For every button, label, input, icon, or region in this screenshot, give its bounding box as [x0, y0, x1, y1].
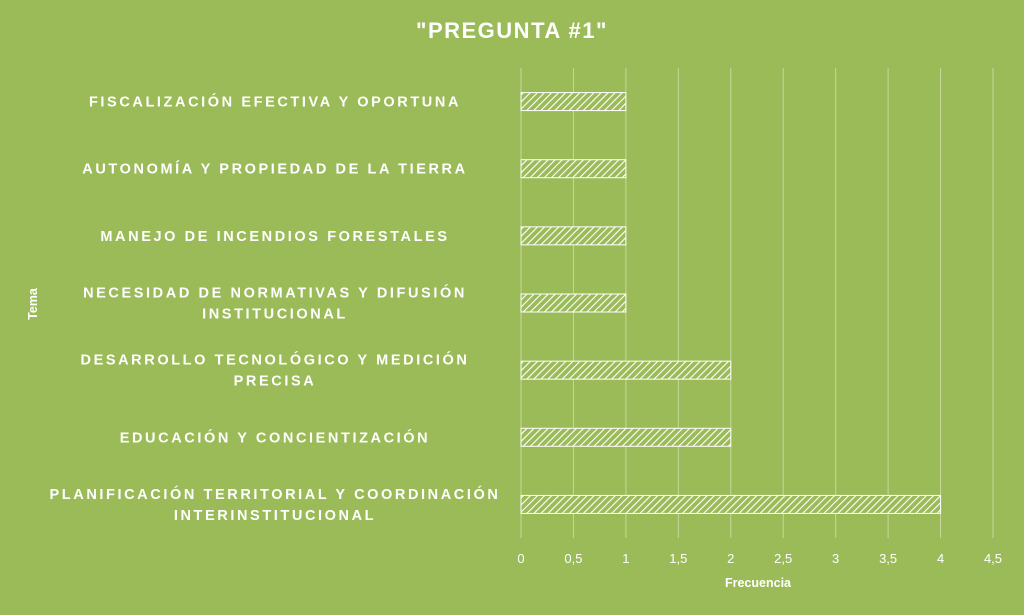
- y-axis-title: Tema: [26, 287, 40, 320]
- x-tick-label: 4,5: [984, 551, 1002, 566]
- x-tick-label: 0,5: [564, 551, 582, 566]
- category-label-line: INTERINSTITUCIONAL: [174, 508, 376, 524]
- x-tick-label: 2,5: [774, 551, 792, 566]
- bar: [520, 293, 627, 313]
- category-labels: FISCALIZACIÓN EFECTIVA Y OPORTUNA AUTONOM…: [50, 93, 501, 524]
- chart-title: "PREGUNTA #1": [416, 18, 608, 43]
- x-tick-label: 0: [517, 551, 524, 566]
- category-label-line: MANEJO DE INCENDIOS FORESTALES: [100, 229, 449, 245]
- category-label-line: PRECISA: [234, 374, 317, 390]
- gridlines: [520, 68, 994, 538]
- category-label-line: DESARROLLO TECNOLÓGICO Y MEDICIÓN: [81, 351, 470, 369]
- x-tick-label: 3,5: [879, 551, 897, 566]
- category-label-line: PLANIFICACIÓN TERRITORIAL Y COORDINACIÓN: [50, 485, 501, 503]
- category-label-line: NECESIDAD DE NORMATIVAS Y DIFUSIÓN: [83, 284, 467, 302]
- category-label-line: FISCALIZACIÓN EFECTIVA Y OPORTUNA: [89, 93, 461, 111]
- category-label-line: AUTONOMÍA Y PROPIEDAD DE LA TIERRA: [82, 161, 467, 178]
- x-axis-title: Frecuencia: [725, 576, 792, 590]
- bar: [520, 92, 627, 112]
- x-tick-label: 4: [937, 551, 944, 566]
- category-label: NECESIDAD DE NORMATIVAS Y DIFUSIÓN INSTIT…: [83, 284, 467, 323]
- bar: [520, 427, 732, 447]
- bar: [520, 360, 732, 380]
- x-tick-label: 1,5: [669, 551, 687, 566]
- x-tick-label: 2: [727, 551, 734, 566]
- category-label: PLANIFICACIÓN TERRITORIAL Y COORDINACIÓN…: [50, 485, 501, 524]
- category-label: FISCALIZACIÓN EFECTIVA Y OPORTUNA: [89, 93, 461, 111]
- x-tick-labels: 0 0,5 1 1,5 2 2,5 3 3,5 4 4,5: [517, 551, 1002, 566]
- bar: [520, 159, 627, 179]
- bar: [520, 226, 627, 246]
- category-label: EDUCACIÓN Y CONCIENTIZACIÓN: [120, 428, 431, 446]
- category-label: DESARROLLO TECNOLÓGICO Y MEDICIÓN PRECISA: [81, 351, 470, 390]
- x-tick-label: 1: [622, 551, 629, 566]
- category-label-line: INSTITUCIONAL: [202, 307, 348, 323]
- bar: [520, 494, 942, 514]
- category-label: AUTONOMÍA Y PROPIEDAD DE LA TIERRA: [82, 161, 467, 178]
- category-label-line: EDUCACIÓN Y CONCIENTIZACIÓN: [120, 428, 431, 446]
- bars: [520, 92, 942, 514]
- x-tick-label: 3: [832, 551, 839, 566]
- category-label: MANEJO DE INCENDIOS FORESTALES: [100, 229, 449, 245]
